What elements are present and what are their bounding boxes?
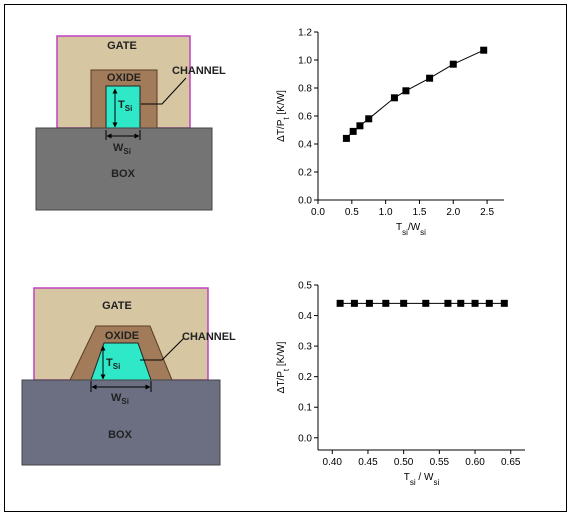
y-tick-label: 0.6 [298,112,312,123]
axis-label-sub: si [410,478,416,487]
oxide-label: OXIDE [107,72,141,84]
y-tick-label: 0.2 [298,168,312,179]
axis-label-part: / W [416,472,434,483]
axis-label-part: /W [408,222,421,233]
y-tick-label: 0.3 [298,342,312,353]
marker [480,46,488,54]
marker [449,60,457,68]
x-tick-label: 0.65 [501,457,521,468]
tsi-main: T [106,357,113,369]
gate-label: GATE [102,300,132,312]
y-tick-label: 0.4 [298,140,312,151]
x-tick-label: 0.60 [465,457,485,468]
y-tick-label: 0.2 [298,372,312,383]
y-tick-label: 0.1 [298,403,312,414]
marker [336,299,344,307]
axis-label-part: [K/W] [276,341,287,368]
marker [349,127,357,135]
axis-label: Tsi/Wsi [396,222,426,237]
x-tick-label: 2.0 [446,207,460,218]
x-tick-label: 0.50 [394,457,414,468]
channel-label: CHANNEL [172,65,226,77]
marker [485,299,493,307]
axis-label-part: [K/W] [276,90,287,117]
axis-label-sub: si [433,478,439,487]
oxide-label: OXIDE [105,330,139,342]
y-tick-label: 0.0 [298,196,312,207]
axis-label: ΔT/Pt [K/W] [276,90,291,142]
diagram-rect [35,35,213,211]
wsi-sub: Si [123,147,131,156]
wsi-label: WSi [113,142,131,156]
axis-label-part: T [404,472,410,483]
marker [365,115,373,123]
wsi-sub: Si [121,397,129,406]
y-tick-label: 1.2 [298,28,312,39]
x-tick-label: 0.40 [323,457,343,468]
y-tick-label: 0.5 [298,281,312,292]
marker [402,87,410,95]
marker [382,299,390,307]
axis-label-sub: t [282,368,291,371]
axis-label: ΔT/Pt [K/W] [276,341,291,393]
marker [350,299,358,307]
y-tick-label: 0.0 [298,433,312,444]
y-tick-label: 0.4 [298,311,312,322]
marker [471,299,479,307]
x-tick-label: 0.0 [311,207,325,218]
x-tick-label: 2.5 [480,207,494,218]
x-tick-label: 0.45 [358,457,378,468]
marker [356,122,364,130]
gate-label: GATE [107,40,137,52]
axis-label-part: ΔT/P [276,119,287,142]
marker [365,299,373,307]
marker [444,299,452,307]
marker [422,299,430,307]
wsi-main: W [111,392,122,404]
axis-label-sub: si [402,228,408,237]
wsi-main: W [113,142,124,154]
marker [342,134,350,142]
tsi-sub: Si [125,104,133,113]
box-label: BOX [108,429,133,441]
y-tick-label: 0.8 [298,84,312,95]
x-tick-label: 1.5 [413,207,427,218]
axis-label-sub: t [282,117,291,120]
y-tick-label: 1.0 [298,56,312,67]
marker [426,74,434,82]
channel-label: CHANNEL [182,331,236,343]
tsi-main: T [118,99,125,111]
box-label: BOX [111,168,136,180]
axis-label-sub: si [420,228,426,237]
x-tick-label: 0.55 [430,457,450,468]
wsi-label: WSi [111,392,129,406]
tsi-sub: Si [113,362,121,371]
diagram-trapezoid [21,287,221,466]
x-tick-label: 0.5 [345,207,359,218]
axis-label-part: T [396,222,402,233]
axis-label-part: ΔT/P [276,371,287,394]
tsi-label: TSi [106,357,120,371]
tsi-label: TSi [118,99,132,113]
x-tick-label: 1.0 [379,207,393,218]
marker [390,94,398,102]
axis-label: Tsi / Wsi [404,472,440,487]
marker [457,299,465,307]
marker [500,299,508,307]
marker [400,299,408,307]
